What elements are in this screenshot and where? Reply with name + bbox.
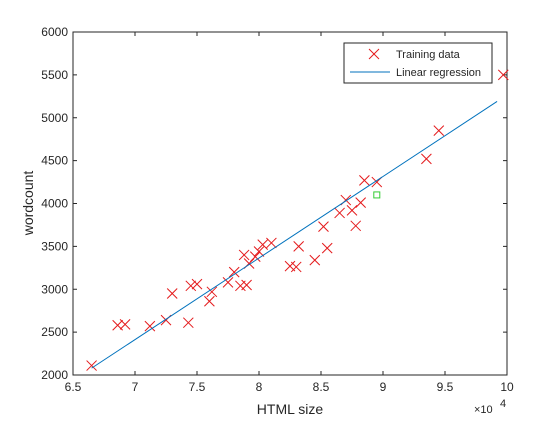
- x-exponent-label: ×10: [474, 404, 493, 416]
- training-data-point: [144, 320, 156, 332]
- x-tick-label: 7: [132, 380, 139, 394]
- training-data-point: [318, 221, 329, 233]
- x-tick-label: 9: [380, 380, 387, 394]
- x-tick-label: 7.5: [189, 380, 206, 394]
- training-data-point: [222, 277, 234, 288]
- training-data-point: [433, 125, 445, 136]
- training-data-point: [204, 295, 215, 307]
- prediction-point: [373, 191, 381, 199]
- legend-box: [343, 42, 493, 84]
- training-data-point: [182, 317, 194, 329]
- x-tick-label: 10: [500, 380, 514, 394]
- x-tick-label: 6.5: [65, 380, 82, 394]
- chart-marks: [86, 69, 509, 371]
- y-tick-label: 5500: [41, 68, 68, 82]
- training-data-point: [359, 174, 370, 186]
- y-tick-label: 3500: [41, 239, 68, 253]
- regression-line: [91, 101, 498, 369]
- training-data-point: [266, 237, 277, 249]
- training-data-point: [253, 246, 265, 257]
- x-axis-label: HTML size: [257, 401, 324, 417]
- x-tick-label: 8.5: [313, 380, 330, 394]
- legend: Training data Linear regression: [343, 42, 493, 84]
- training-data-point: [421, 153, 432, 165]
- training-data-point: [166, 288, 178, 299]
- training-data-point: [290, 261, 302, 273]
- x-tick-label: 8: [256, 380, 263, 394]
- y-tick-label: 4000: [41, 197, 68, 211]
- training-data-point: [119, 319, 131, 330]
- training-data-point: [249, 251, 261, 263]
- training-data-point: [241, 279, 252, 291]
- training-data-point: [191, 278, 203, 290]
- training-data-point: [228, 266, 240, 278]
- training-data-point: [497, 69, 509, 81]
- plot-area: [72, 31, 508, 376]
- training-data-point: [206, 286, 218, 298]
- training-data-point: [86, 360, 97, 371]
- x-exponent-power: 4: [500, 398, 506, 410]
- training-data-point: [321, 242, 333, 254]
- training-data-point: [185, 280, 197, 292]
- y-tick-label: 3000: [41, 282, 68, 296]
- x-axis-ticks: 6.5 7 7.5 8 8.5 9 9.5 10: [65, 32, 514, 394]
- training-data-point: [346, 205, 358, 216]
- legend-symbol-x: [368, 48, 380, 60]
- training-data-point: [309, 254, 321, 266]
- training-data-point: [293, 241, 305, 252]
- x-tick-label: 9.5: [437, 380, 454, 394]
- training-data-point: [257, 239, 269, 251]
- training-data-point: [350, 220, 362, 232]
- y-tick-label: 5000: [41, 111, 68, 125]
- training-data-point: [334, 207, 345, 219]
- y-tick-label: 6000: [41, 25, 68, 39]
- y-axis-ticks: 2000 2500 3000 3500 4000 4500 5000 5500 6000: [41, 25, 507, 382]
- legend-entry-label: Training data: [396, 49, 461, 61]
- y-axis-label: wordcount: [20, 171, 36, 237]
- training-data-point: [238, 249, 250, 261]
- training-data-point: [355, 197, 367, 208]
- y-tick-label: 2500: [41, 325, 68, 339]
- legend-entry-label: Linear regression: [396, 67, 481, 79]
- y-tick-label: 4500: [41, 154, 68, 168]
- y-tick-label: 2000: [41, 368, 68, 382]
